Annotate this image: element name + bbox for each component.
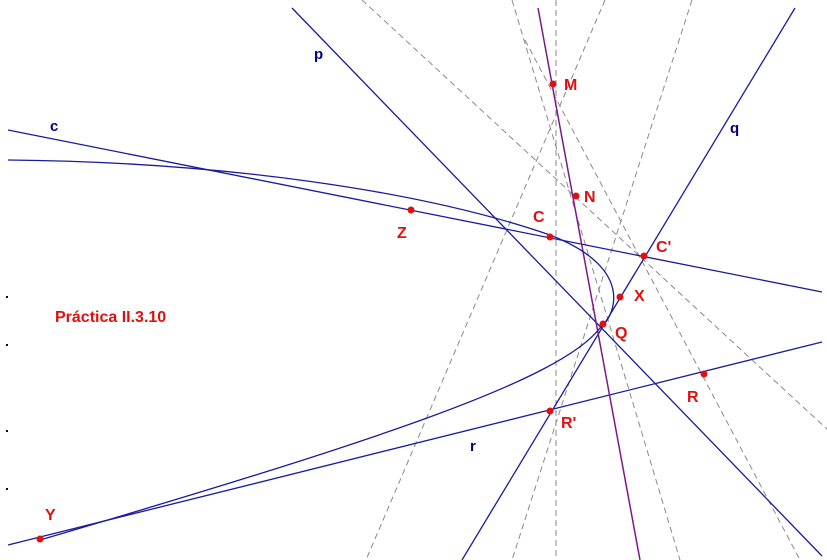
- construction-line-4: [511, 0, 681, 560]
- line-c: [7, 129, 823, 293]
- point-r: [700, 370, 708, 378]
- point-y: [36, 535, 44, 543]
- construction-line-6: [524, 39, 801, 560]
- point-z: [407, 206, 415, 214]
- label-point-c: C: [533, 209, 545, 226]
- label-point-q: Q: [615, 325, 627, 342]
- straight-lines: [7, 7, 823, 560]
- point-m: [549, 80, 557, 88]
- point-x: [616, 293, 624, 301]
- edge-tick-4: [6, 488, 8, 490]
- point-n: [572, 192, 580, 200]
- label-point-m: M: [564, 77, 577, 94]
- edge-ticks: [6, 296, 8, 490]
- label-line-c: c: [50, 118, 58, 135]
- edge-tick-3: [6, 430, 8, 432]
- points: [36, 80, 708, 543]
- label-point-r-prime: R': [561, 415, 576, 432]
- label-point-n: N: [584, 189, 596, 206]
- label-point-c-prime: C': [656, 239, 671, 256]
- label-point-r: R: [687, 389, 699, 406]
- conic-curve: [7, 159, 615, 541]
- edge-tick-1: [6, 296, 8, 298]
- label-point-y: Y: [45, 507, 56, 524]
- edge-tick-2: [6, 344, 8, 346]
- line-r: [7, 341, 823, 546]
- construction-line-2: [361, 0, 827, 430]
- label-point-z: Z: [397, 225, 407, 242]
- construction-line-3: [511, 0, 693, 560]
- label-line-r: r: [470, 438, 476, 455]
- label-point-x: X: [634, 288, 645, 305]
- point-c: [546, 233, 554, 241]
- construction-line-5: [365, 0, 606, 560]
- label-line-q: q: [730, 120, 739, 137]
- point-r-prime: [546, 407, 554, 415]
- line-p: [291, 7, 823, 557]
- label-line-p: p: [314, 46, 323, 63]
- construction-lines: [361, 0, 827, 560]
- practice-title: Práctica II.3.10: [55, 309, 166, 326]
- point-q: [599, 320, 607, 328]
- polar-line-mn: [537, 7, 641, 560]
- point-c-prime: [640, 252, 648, 260]
- line-q: [461, 7, 796, 560]
